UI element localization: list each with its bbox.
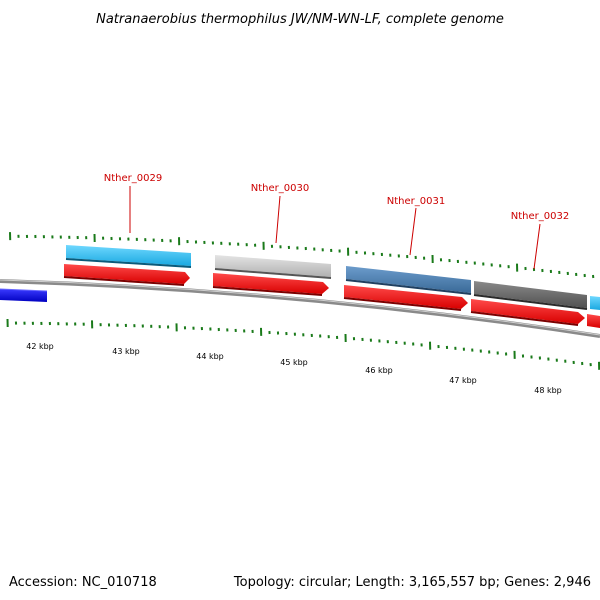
feature-blue[interactable]: [0, 288, 48, 302]
kbp-label-46: 46 kbp: [365, 366, 393, 375]
kbp-label-42: 42 kbp: [26, 342, 54, 351]
feature-nther-0032-box[interactable]: [473, 281, 588, 310]
leader-line-nther-0031: [409, 207, 417, 256]
leader-line-nther-0030: [275, 195, 281, 244]
feature-nther-0029-box[interactable]: [65, 245, 192, 268]
accession-text: Accession: NC_010718: [9, 575, 157, 590]
leader-line-nther-0032: [533, 223, 541, 270]
cds-arrow-next[interactable]: [587, 314, 600, 328]
feature-next-box[interactable]: [590, 296, 600, 310]
map-title: Natranaerobius thermophilus JW/NM-WN-LF,…: [96, 12, 504, 27]
gene-label-nther-0032[interactable]: Nther_0032: [511, 211, 569, 222]
backbone-highlight: [0, 279, 600, 336]
inner-tick-marks: [6, 318, 600, 370]
outer-tick-marks: [9, 232, 595, 279]
gene-label-nther-0031[interactable]: Nther_0031: [387, 196, 445, 207]
kbp-label-48: 48 kbp: [534, 386, 562, 395]
genome-summary-text: Topology: circular; Length: 3,165,557 bp…: [233, 575, 591, 590]
gene-label-nther-0030[interactable]: Nther_0030: [251, 183, 309, 194]
kbp-label-47: 47 kbp: [449, 376, 477, 385]
backbone-line: [0, 279, 600, 338]
cds-arrow-nther-0030[interactable]: [212, 273, 329, 296]
cds-arrow-nther-0032[interactable]: [470, 299, 585, 326]
cds-arrow-nther-0031[interactable]: [343, 285, 468, 311]
kbp-label-45: 45 kbp: [280, 358, 308, 367]
feature-nther-0030-box[interactable]: [214, 255, 332, 279]
kbp-label-43: 43 kbp: [112, 347, 140, 356]
cds-arrow-nther-0029[interactable]: [63, 264, 190, 286]
feature-nther-0031-box[interactable]: [345, 266, 472, 295]
kbp-label-44: 44 kbp: [196, 352, 224, 361]
gene-label-nther-0029[interactable]: Nther_0029: [104, 173, 162, 184]
